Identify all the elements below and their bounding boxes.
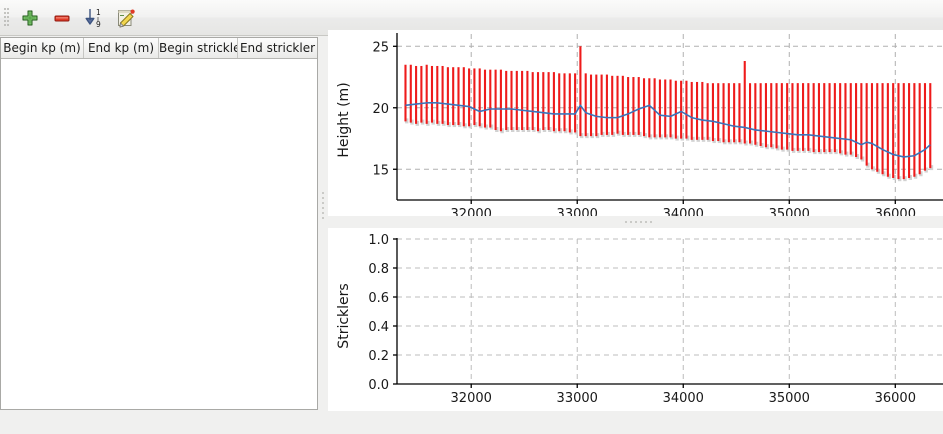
reaches-table[interactable]: Begin kp (m) End kp (m) Begin strickler …	[0, 37, 318, 410]
cross-section-bars	[404, 46, 934, 182]
y-axis-title: Height (m)	[336, 82, 352, 157]
x-tick-label: 32000	[451, 391, 492, 406]
axes	[393, 238, 943, 388]
sort-descending-icon: 1 9	[85, 8, 101, 29]
y-tick-label: 25	[372, 40, 389, 55]
toolbar-drag-handle[interactable]	[4, 8, 9, 28]
water-level-line	[405, 102, 931, 158]
x-tick-label: 34000	[663, 391, 704, 406]
y-tick-label: 1.0	[368, 233, 389, 248]
table-panel: Begin kp (m) End kp (m) Begin strickler …	[0, 37, 319, 411]
column-header-begin-kp[interactable]: Begin kp (m)	[1, 38, 84, 58]
table-header-row: Begin kp (m) End kp (m) Begin strickler …	[1, 38, 317, 59]
x-tick-label: 33000	[557, 207, 598, 216]
y-tick-label: 0.4	[368, 320, 389, 335]
x-tick-label: 35000	[769, 207, 810, 216]
plus-icon	[22, 10, 38, 26]
remove-row-button[interactable]	[48, 4, 76, 32]
edit-note-icon	[118, 9, 135, 28]
status-bar	[0, 411, 943, 434]
y-tick-label: 0.8	[368, 262, 389, 277]
y-tick-label: 0.2	[368, 349, 389, 364]
y-tick-label: 0.6	[368, 291, 389, 306]
edit-button[interactable]	[112, 4, 140, 32]
horizontal-splitter[interactable]	[328, 216, 943, 228]
tick-labels: 0.0 0.2 0.4 0.6 0.8 1.0 32000 33000 34000 35000 36…	[368, 233, 916, 406]
height-chart-panel[interactable]: 15 20 25 32000 33000 34000 35000 36000 Height (…	[328, 30, 943, 216]
x-tick-label: 35000	[769, 391, 810, 406]
y-tick-label: 15	[372, 163, 389, 178]
minus-icon	[54, 15, 70, 22]
add-row-button[interactable]	[16, 4, 44, 32]
y-tick-label: 0.0	[368, 378, 389, 393]
height-chart[interactable]: 15 20 25 32000 33000 34000 35000 36000 Height (…	[328, 30, 943, 216]
column-header-begin-strickler[interactable]: Begin strickler	[159, 38, 238, 58]
stricklers-chart-panel[interactable]: 0.0 0.2 0.4 0.6 0.8 1.0 32000 33000 34000 35000 36…	[328, 228, 943, 411]
x-tick-label: 33000	[557, 391, 598, 406]
chart-background	[328, 228, 943, 411]
y-tick-label: 20	[372, 102, 389, 117]
table-body[interactable]	[1, 59, 317, 409]
splitter-grip	[625, 221, 652, 223]
column-header-end-strickler[interactable]: End strickler	[238, 38, 317, 58]
vertical-splitter[interactable]	[319, 37, 328, 411]
x-tick-label: 32000	[451, 207, 492, 216]
svg-text:1: 1	[96, 8, 101, 17]
tick-labels: 15 20 25 32000 33000 34000 35000 36000	[372, 40, 916, 216]
splitter-grip	[322, 192, 324, 222]
axes	[393, 33, 943, 204]
sort-button[interactable]: 1 9	[80, 4, 108, 32]
x-tick-label: 36000	[875, 207, 916, 216]
stricklers-chart[interactable]: 0.0 0.2 0.4 0.6 0.8 1.0 32000 33000 34000 35000 36…	[328, 228, 943, 411]
column-header-end-kp[interactable]: End kp (m)	[84, 38, 159, 58]
svg-text:9: 9	[96, 20, 101, 29]
x-tick-label: 34000	[663, 207, 704, 216]
x-tick-label: 36000	[875, 391, 916, 406]
y-axis-title: Stricklers	[336, 283, 352, 348]
